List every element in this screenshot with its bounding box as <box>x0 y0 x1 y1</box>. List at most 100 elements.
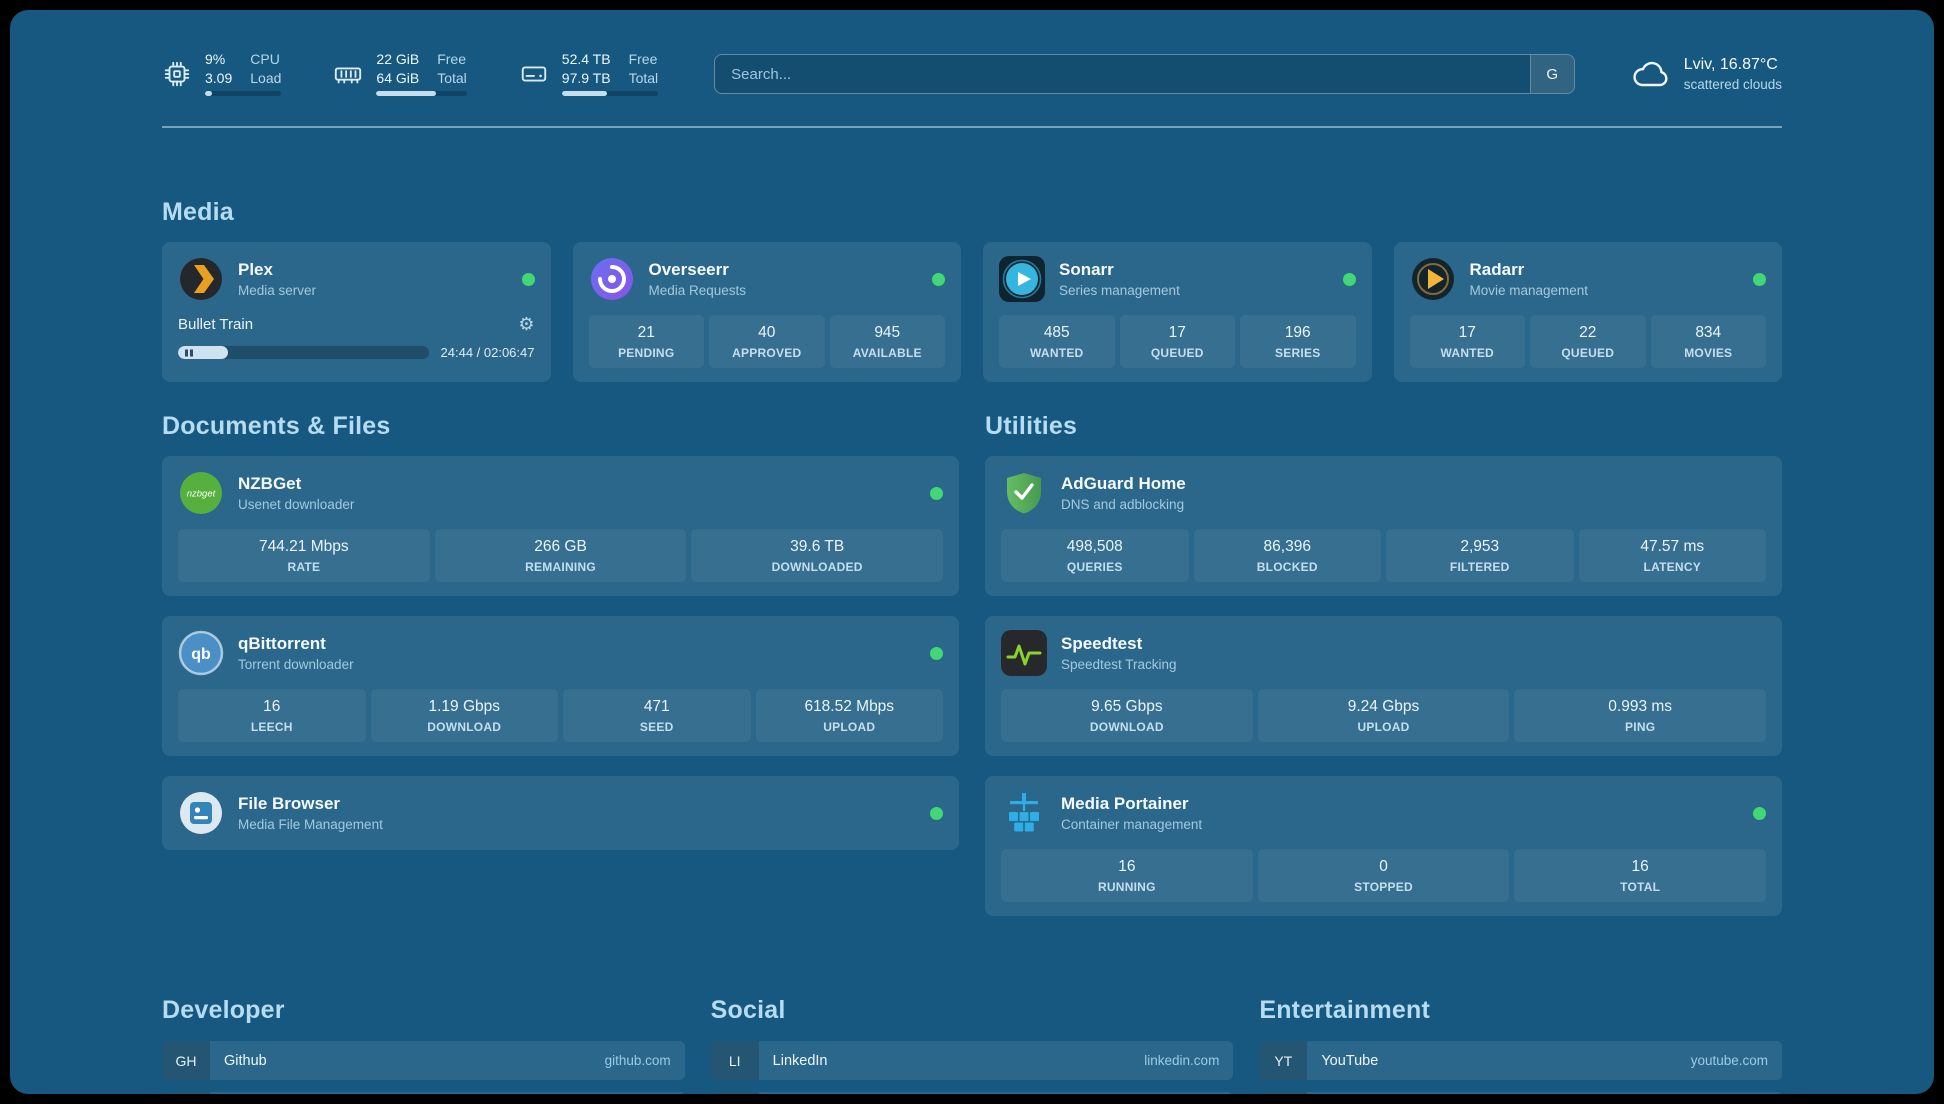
service-description: Series management <box>1059 283 1180 299</box>
stat-upload: 9.24 Gbps UPLOAD <box>1257 689 1510 742</box>
status-dot <box>930 806 943 820</box>
service-name: Overseerr <box>648 259 729 279</box>
service-card-plex[interactable]: Plex Media server Bullet Train ⚙ <box>162 242 551 382</box>
search-provider-button[interactable]: G <box>1529 55 1574 93</box>
section-title-social: Social <box>710 996 786 1024</box>
service-name: Plex <box>238 259 273 279</box>
cpu-widget: 9% 3.09 CPU Load <box>162 51 282 96</box>
bookmark-abbr: GH <box>162 1041 210 1080</box>
stat-filtered: 2,953 FILTERED <box>1386 529 1574 582</box>
bookmark-abbr: SO <box>162 1092 210 1094</box>
bookmark-youtube[interactable]: YT YouTube youtube.com <box>1259 1041 1782 1080</box>
bookmark-linkedin[interactable]: LI LinkedIn linkedin.com <box>710 1041 1234 1080</box>
section-title-entertainment: Entertainment <box>1259 996 1431 1024</box>
cpu-usage-label: CPU <box>250 51 280 68</box>
adguard-icon <box>1001 470 1047 516</box>
stat-remaining: 266 GB REMAINING <box>434 529 687 582</box>
bookmark-abbr: TW <box>710 1092 759 1094</box>
service-card-qbittorrent[interactable]: qb qBittorrent Torrent downloader <box>162 616 959 756</box>
svg-text:nzbget: nzbget <box>187 489 216 500</box>
disk-total-label: Total <box>628 69 659 86</box>
stat-queries: 498,508 QUERIES <box>1001 529 1189 582</box>
service-description: DNS and adblocking <box>1061 497 1185 513</box>
settings-gear-icon[interactable]: ⚙ <box>518 314 535 334</box>
status-dot <box>1753 806 1766 820</box>
service-card-radarr[interactable]: Radarr Movie management 17 WANTED 22 QUE… <box>1393 242 1782 382</box>
disk-total-value: 97.9 TB <box>561 69 611 86</box>
bookmark-name: Github <box>224 1052 267 1069</box>
service-description: Torrent downloader <box>238 657 354 673</box>
radarr-icon <box>1410 256 1456 302</box>
cpu-progress-bar <box>205 90 282 96</box>
bookmark-group-entertainment: Entertainment YT YouTube youtube.com NF … <box>1259 996 1782 1094</box>
service-description: Media server <box>238 283 317 299</box>
stat-approved: 40 APPROVED <box>709 315 825 368</box>
portainer-icon <box>1001 790 1047 836</box>
service-name: NZBGet <box>238 473 302 493</box>
plex-icon <box>178 256 224 302</box>
topbar-divider <box>162 126 1782 128</box>
bookmark-abbr: LI <box>710 1041 759 1080</box>
stat-leech: 16 LEECH <box>178 689 366 742</box>
service-card-speedtest[interactable]: Speedtest Speedtest Tracking 9.65 Gbps D… <box>985 616 1782 756</box>
cpu-load-label: Load <box>250 69 282 86</box>
service-description: Media File Management <box>238 817 383 833</box>
service-name: File Browser <box>238 793 341 813</box>
stat-series: 196 SERIES <box>1240 315 1356 368</box>
service-card-nzbget[interactable]: nzbget NZBGet Usenet downloader 74 <box>162 456 959 596</box>
service-card-overseerr[interactable]: Overseerr Media Requests 21 PENDING 40 A… <box>572 242 961 382</box>
stat-downloaded: 39.6 TB DOWNLOADED <box>691 529 944 582</box>
bookmark-name: YouTube <box>1321 1052 1379 1069</box>
cpu-icon <box>162 59 192 89</box>
stat-rate: 744.21 Mbps RATE <box>178 529 430 582</box>
speedtest-icon <box>1001 630 1047 676</box>
search-bar: G <box>714 54 1575 94</box>
bookmark-stackoverflow[interactable]: SO StackOverflow stackoverflow.com <box>162 1092 685 1094</box>
now-playing-title: Bullet Train <box>178 315 254 333</box>
service-card-adguard[interactable]: AdGuard Home DNS and adblocking 498,508 … <box>985 456 1782 596</box>
service-card-sonarr[interactable]: Sonarr Series management 485 WANTED 17 Q… <box>983 242 1372 382</box>
stat-blocked: 86,396 BLOCKED <box>1193 529 1381 582</box>
bookmark-url: youtube.com <box>1690 1053 1768 1068</box>
stat-available: 945 AVAILABLE <box>829 315 945 368</box>
pause-icon[interactable] <box>185 349 193 356</box>
section-title-media: Media <box>162 198 234 226</box>
section-utilities: Utilities <box>985 412 1782 916</box>
cpu-load-value: 3.09 <box>205 69 233 86</box>
dashboard-content: 9% 3.09 CPU Load <box>162 10 1782 1094</box>
bookmark-url: linkedin.com <box>1144 1053 1220 1068</box>
bookmarks: Developer GH Github github.com SO StackO… <box>162 996 1782 1094</box>
stat-queued: 17 QUEUED <box>1119 315 1235 368</box>
service-name: qBittorrent <box>238 633 326 653</box>
section-documents-files: Documents & Files nzbget <box>162 412 959 850</box>
bookmark-netflix[interactable]: NF Netflix netflix.com <box>1259 1092 1782 1094</box>
playback-progress-bar[interactable] <box>178 346 429 359</box>
memory-free-label: Free <box>437 51 467 68</box>
bookmark-name: LinkedIn <box>772 1052 828 1069</box>
stat-stopped: 0 STOPPED <box>1257 849 1510 902</box>
bookmark-github[interactable]: GH Github github.com <box>162 1041 685 1080</box>
stat-total: 16 TOTAL <box>1514 849 1767 902</box>
stat-latency: 47.57 ms LATENCY <box>1578 529 1766 582</box>
disk-widget: 52.4 TB 97.9 TB Free Total <box>519 51 659 96</box>
service-description: Speedtest Tracking <box>1061 657 1177 673</box>
bookmark-twitter[interactable]: TW Twitter twitter.com <box>710 1092 1234 1094</box>
status-dot <box>930 646 943 660</box>
status-dot <box>932 272 945 286</box>
memory-free-value: 22 GiB <box>376 51 420 68</box>
sonarr-icon <box>999 256 1045 302</box>
service-description: Usenet downloader <box>238 497 355 513</box>
disk-progress-bar <box>561 90 659 96</box>
dashboard-screen: 9% 3.09 CPU Load <box>10 10 1934 1094</box>
search-input[interactable] <box>715 55 1530 93</box>
resource-widgets: 9% 3.09 CPU Load <box>162 51 659 96</box>
status-dot <box>1753 272 1766 286</box>
service-card-filebrowser[interactable]: File Browser Media File Management <box>162 776 959 850</box>
weather-location: Lviv, 16.87°C <box>1683 56 1778 73</box>
stat-seed: 471 SEED <box>563 689 751 742</box>
topbar: 9% 3.09 CPU Load <box>162 46 1782 102</box>
service-name: Media Portainer <box>1061 793 1189 813</box>
service-card-portainer[interactable]: Media Portainer Container management 16 … <box>985 776 1782 916</box>
stat-queued: 22 QUEUED <box>1530 315 1646 368</box>
weather-condition: scattered clouds <box>1683 77 1782 92</box>
